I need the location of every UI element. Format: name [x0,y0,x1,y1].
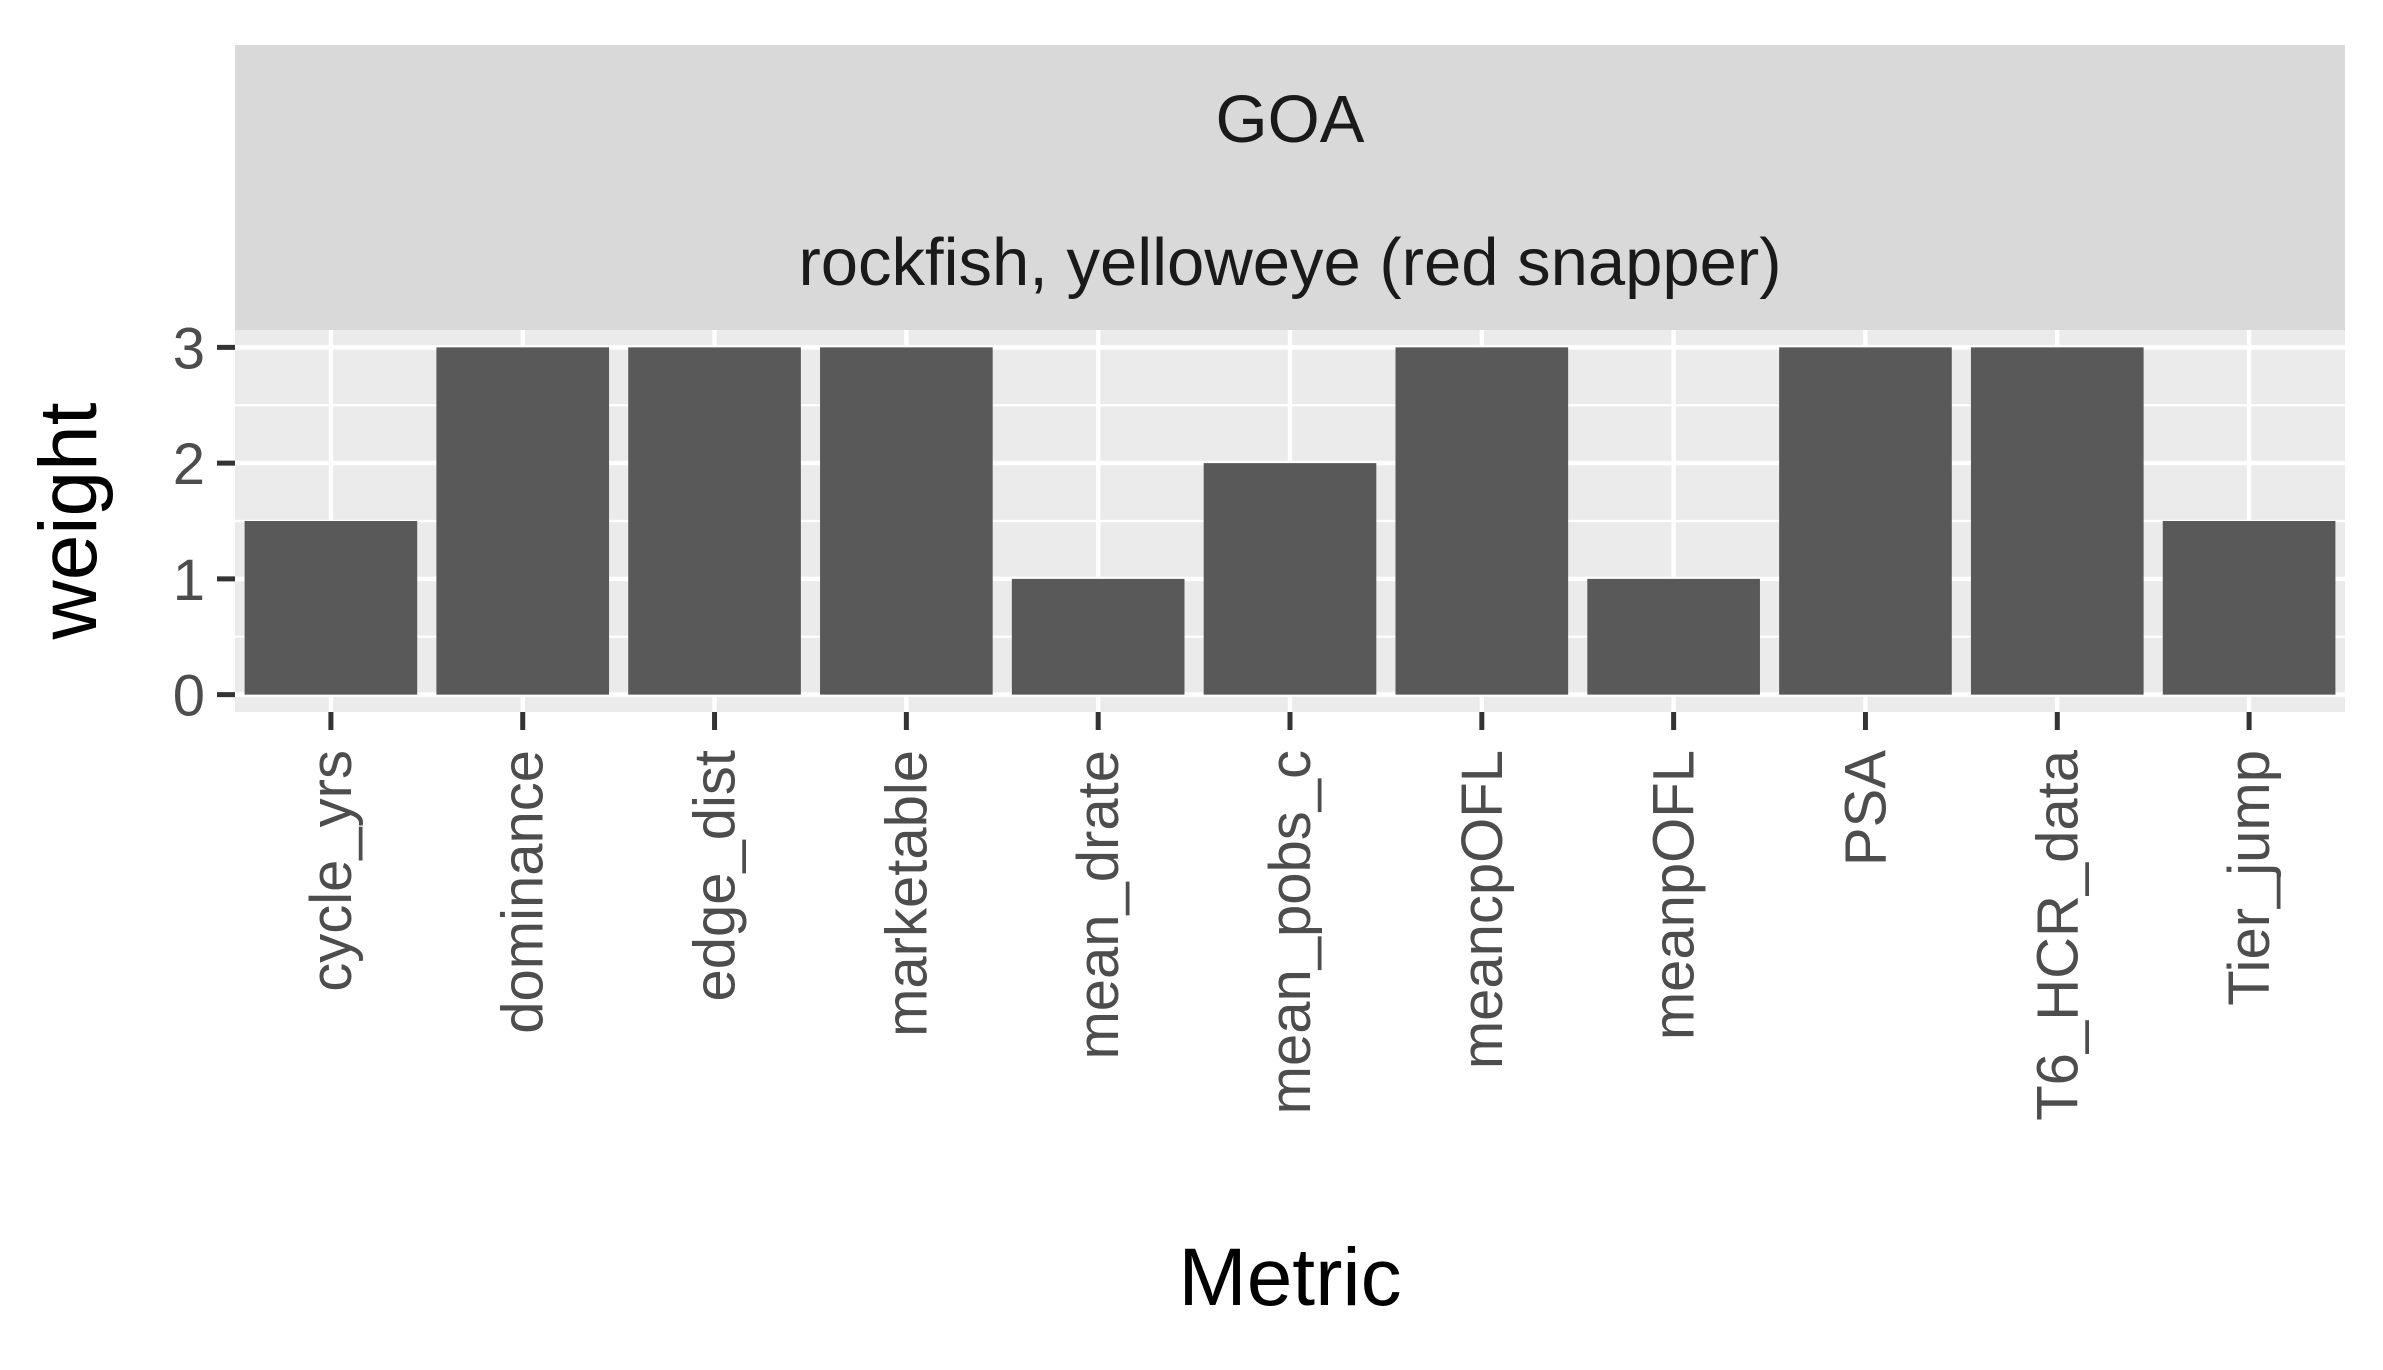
y-tick-label: 0 [173,664,205,729]
bar-mean_pobs_c [1203,463,1377,695]
x-tick-label: T6_HCR_data [2025,749,2090,1120]
x-axis: cycle_yrs dominance edge_dist marketable mea… [299,712,2282,1121]
bar-T6_HCR_data [1970,347,2144,695]
bars [244,347,2336,695]
bar-cycle_yrs [244,521,418,695]
bar-edge_dist [628,347,801,695]
x-tick-label: cycle_yrs [299,750,364,992]
x-tick-label: mean_pobs_c [1258,750,1323,1114]
facet-strip-region [235,45,2345,189]
x-axis-title: Metric [1178,1232,1401,1323]
bar-mean_drate [1011,578,1185,695]
bar-PSA [1779,347,1952,695]
x-tick-label: mean_drate [1066,750,1131,1060]
bar-dominance [436,347,610,695]
bar-meanpOFL [1587,578,1760,695]
facet-strip-region-label: GOA [1216,82,1365,157]
x-tick-label: edge_dist [683,750,748,1002]
facet-strip-species [235,189,2345,330]
y-tick-label: 1 [173,548,205,613]
facet-strip-species-label: rockfish, yelloweye (red snapper) [798,225,1781,300]
y-tick-label: 2 [173,432,205,497]
x-tick-label: marketable [874,750,939,1037]
x-tick-label: meanpOFL [1642,750,1707,1040]
bar-marketable [820,347,993,695]
x-tick-label: PSA [1833,750,1898,866]
y-axis: 0 1 2 3 [173,316,235,729]
x-tick-label: Tier_jump [2217,750,2282,1006]
bar-meancpOFL [1395,347,1569,695]
y-tick-label: 3 [173,316,205,381]
bar-Tier_jump [2162,521,2336,695]
x-tick-label: dominance [491,750,556,1034]
y-axis-title: weight [23,402,114,640]
x-tick-label: meancpOFL [1450,750,1515,1069]
